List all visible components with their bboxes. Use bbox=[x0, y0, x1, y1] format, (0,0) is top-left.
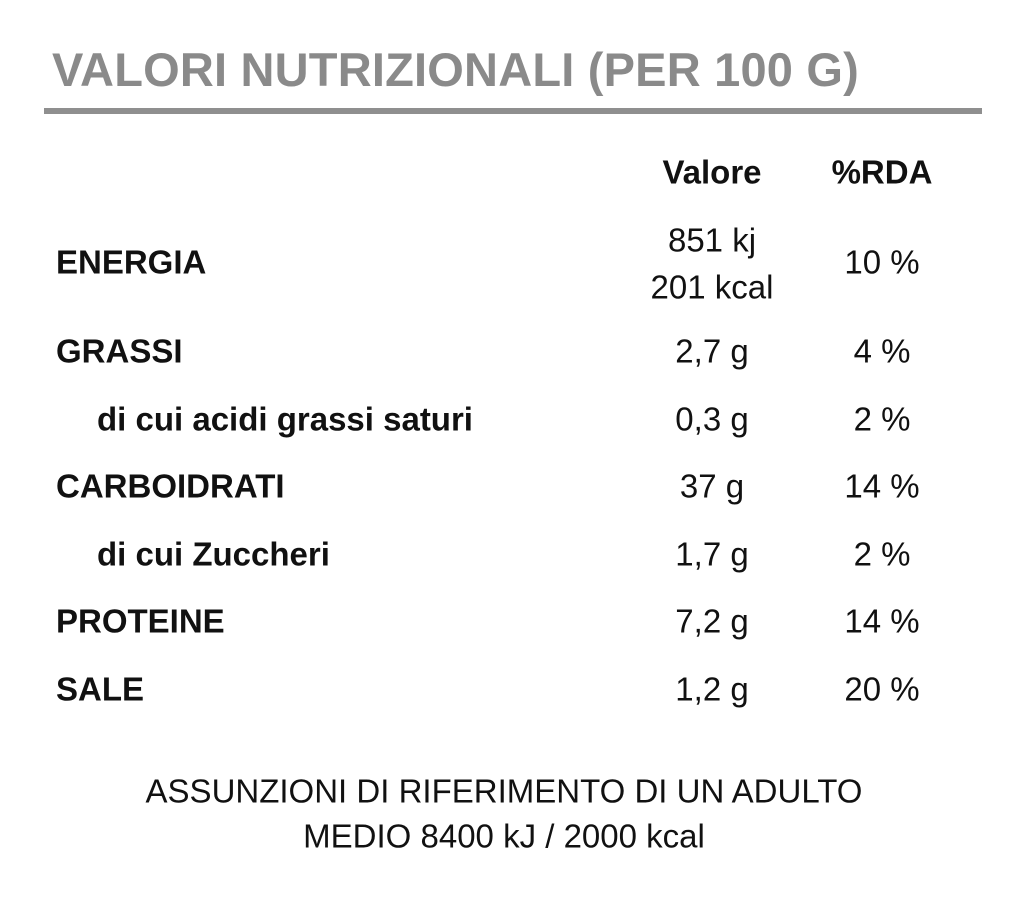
row-label: SALE bbox=[56, 670, 145, 707]
row-rda: 14 % bbox=[844, 467, 920, 505]
row-value: 7,2 g bbox=[675, 602, 749, 640]
row-value: 1,2 g bbox=[675, 670, 749, 707]
row-rda: 14 % bbox=[844, 602, 920, 640]
row-rda: 10 % bbox=[844, 243, 920, 281]
row-rda: 20 % bbox=[844, 670, 920, 707]
column-header: %RDA bbox=[831, 153, 933, 191]
row-rda: 2 % bbox=[853, 535, 911, 572]
column-header: Valore bbox=[662, 153, 762, 191]
row-value: 2,7 g bbox=[675, 332, 749, 370]
row-rda: 4 % bbox=[853, 332, 911, 370]
row-value: 0,3 g bbox=[675, 400, 749, 437]
row-label: CARBOIDRATI bbox=[56, 467, 285, 505]
row-label: ENERGIA bbox=[56, 243, 207, 281]
row-label: PROTEINE bbox=[56, 602, 225, 640]
row-value: 851 kj bbox=[667, 221, 757, 259]
sub-row-label: di cui Zuccheri bbox=[97, 535, 330, 572]
row-value: 37 g bbox=[679, 467, 745, 505]
row-label: GRASSI bbox=[56, 332, 183, 370]
row-rda: 2 % bbox=[853, 400, 911, 437]
footer-line: MEDIO 8400 kJ / 2000 kcal bbox=[303, 817, 705, 855]
title-rule bbox=[44, 108, 982, 114]
sub-row-label: di cui acidi grassi saturi bbox=[97, 400, 473, 437]
row-value: 201 kcal bbox=[650, 268, 774, 306]
row-value: 1,7 g bbox=[675, 535, 749, 572]
footer-line: ASSUNZIONI DI RIFERIMENTO DI UN ADULTO bbox=[145, 772, 863, 810]
title: VALORI NUTRIZIONALI (PER 100 G) bbox=[52, 43, 859, 96]
